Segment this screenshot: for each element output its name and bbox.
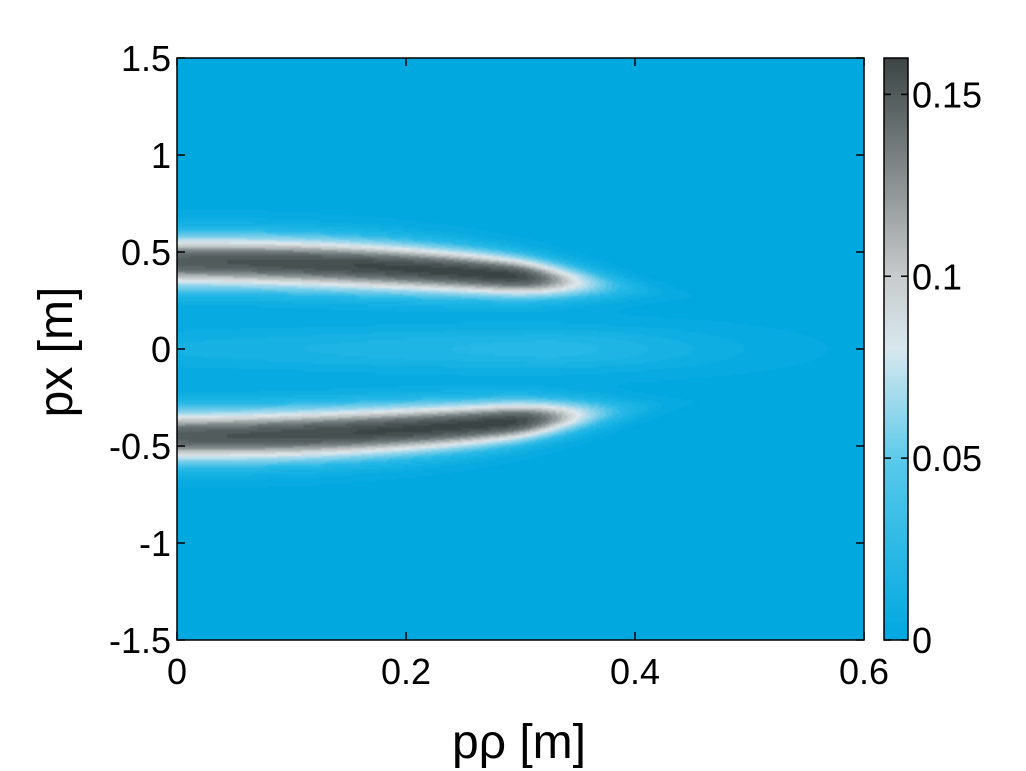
x-tick-label: 0.6 [839, 651, 889, 692]
y-tick-label: 0.5 [121, 232, 171, 273]
plot-area [176, 57, 865, 641]
y-tick-label: -1 [139, 523, 171, 564]
y-tick-label: -0.5 [109, 426, 171, 467]
y-tick-label: 1 [151, 135, 171, 176]
y-tick-label: 1.5 [121, 38, 171, 79]
colorbar-gradient [884, 58, 908, 640]
y-tick-label: 0 [151, 329, 171, 370]
heatmap-image [177, 58, 864, 640]
x-tick-label: 0.4 [610, 651, 660, 692]
x-axis: 0 0.2 0.4 0.6 [167, 58, 889, 692]
y-axis-label: px [m] [30, 287, 83, 418]
colorbar: 0 0.05 0.1 0.15 [883, 57, 982, 661]
colorbar-frame [883, 57, 909, 641]
colorbar-tick-label: 0.1 [912, 256, 962, 297]
y-axis: -1.5 -1 -0.5 0 0.5 1 1.5 [109, 38, 864, 661]
colorbar-tick-label: 0.15 [912, 74, 982, 115]
y-tick-label: -1.5 [109, 620, 171, 661]
x-axis-label: pρ [m] [452, 716, 586, 769]
x-tick-label: 0.2 [381, 651, 431, 692]
colorbar-ticks: 0 0.05 0.1 0.15 [884, 74, 982, 661]
x-tick-label: 0 [167, 651, 187, 692]
colorbar-tick-label: 0 [912, 620, 932, 661]
colorbar-tick-label: 0.05 [912, 438, 982, 479]
